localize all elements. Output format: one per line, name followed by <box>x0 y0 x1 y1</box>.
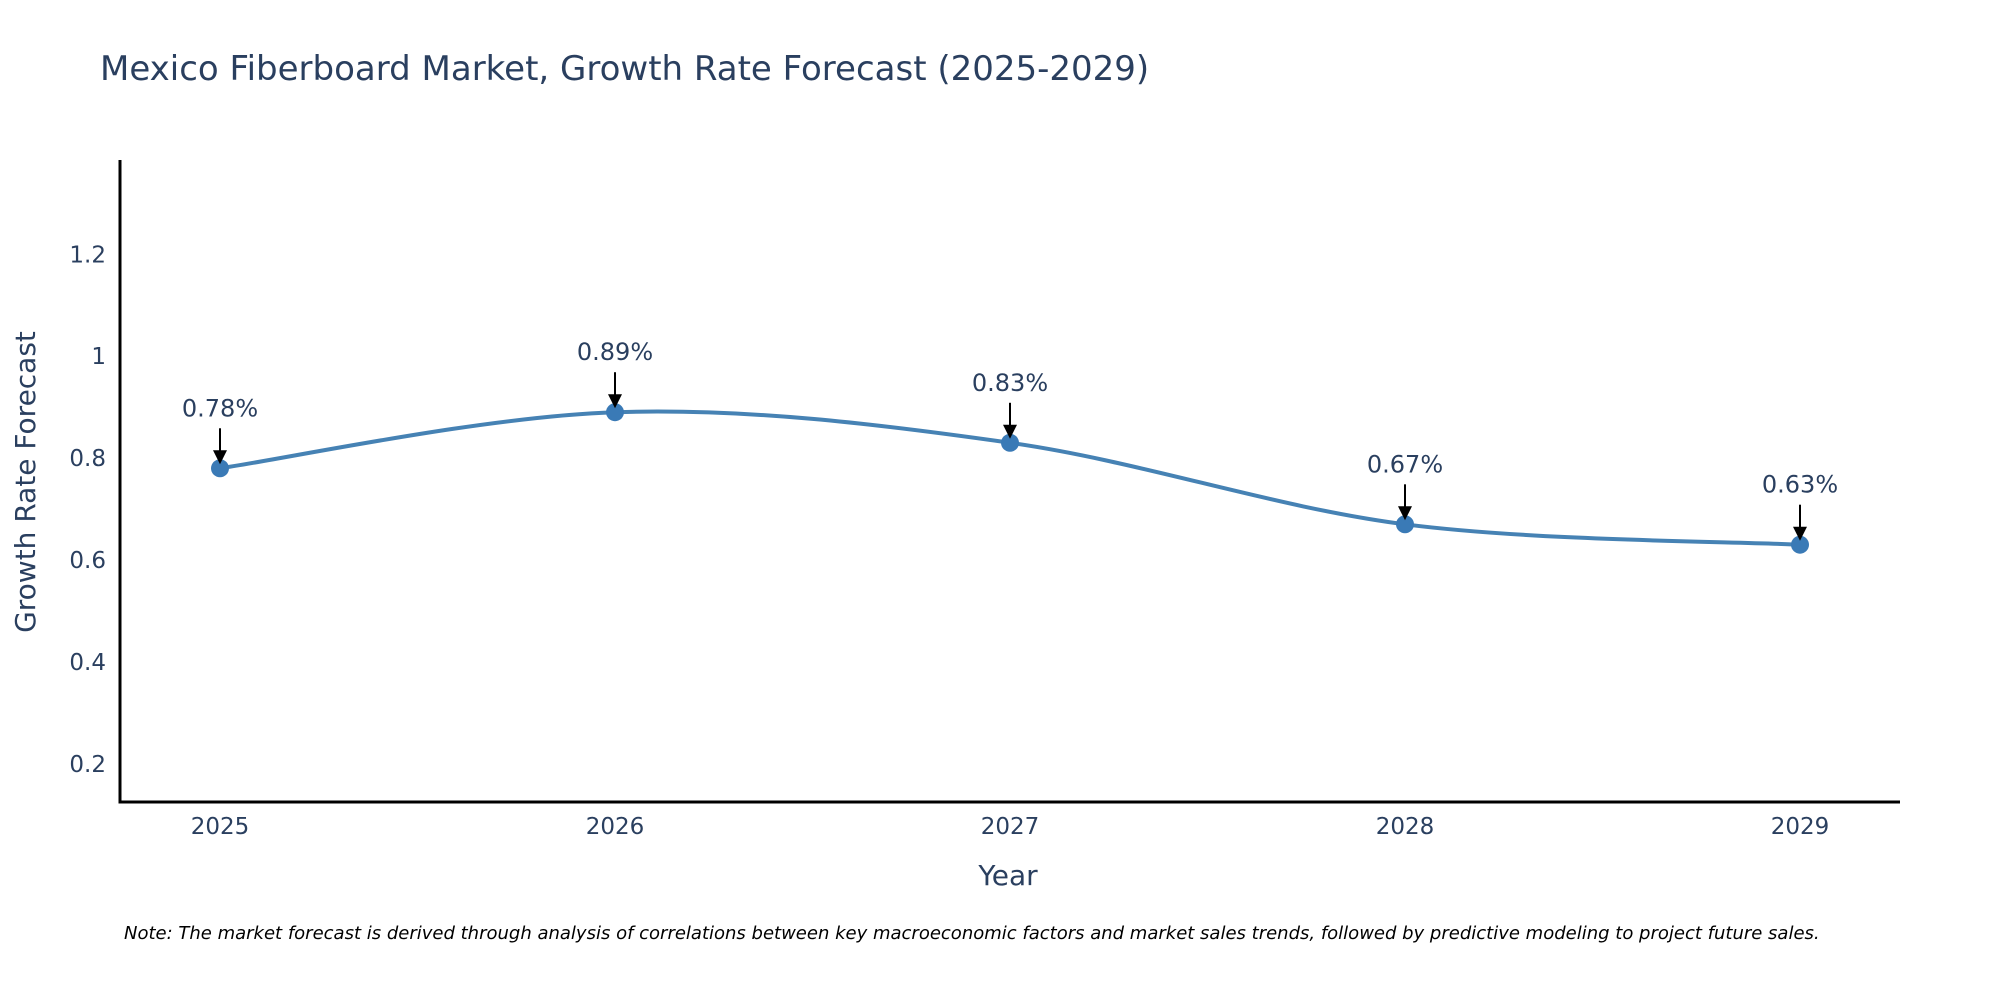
x-tick-label: 2025 <box>191 814 250 840</box>
data-point <box>211 459 229 478</box>
data-point <box>1791 535 1809 554</box>
y-tick-label: 0.4 <box>69 650 106 676</box>
annotation-arrowhead <box>1003 424 1017 439</box>
data-label: 0.83% <box>972 369 1048 397</box>
x-tick-label: 2026 <box>586 814 645 840</box>
y-tick-label: 0.8 <box>69 446 106 472</box>
x-tick-label: 2029 <box>1771 814 1830 840</box>
annotation-arrowhead <box>213 450 227 465</box>
data-label: 0.78% <box>182 394 258 422</box>
plot-area: 0.78% 0.89% 0.83% 0.67% 0.63% <box>182 338 1838 554</box>
y-tick-label: 0.2 <box>69 752 106 778</box>
chart-title: Mexico Fiberboard Market, Growth Rate Fo… <box>100 49 1149 89</box>
data-label: 0.67% <box>1367 450 1443 478</box>
y-tick-label: 1.2 <box>69 242 106 268</box>
data-label: 0.89% <box>577 338 653 366</box>
x-tick-label: 2028 <box>1376 814 1435 840</box>
x-axis-ticks: 2025 2026 2027 2028 2029 <box>191 814 1830 840</box>
data-point <box>1396 515 1414 534</box>
y-tick-label: 1 <box>91 344 106 370</box>
data-point <box>606 403 624 422</box>
data-point <box>1001 433 1019 452</box>
y-axis-ticks: 0.2 0.4 0.6 0.8 1 1.2 <box>69 242 106 778</box>
y-tick-label: 0.6 <box>69 548 106 574</box>
annotation-arrowhead <box>1793 526 1807 541</box>
x-tick-label: 2027 <box>981 814 1040 840</box>
x-axis-title: Year <box>977 859 1038 892</box>
annotation-arrowhead <box>608 394 622 409</box>
chart-note: Note: The market forecast is derived thr… <box>124 923 1820 944</box>
annotation-arrowhead <box>1398 506 1412 521</box>
data-label: 0.63% <box>1762 471 1838 499</box>
y-axis-title: Growth Rate Forecast <box>9 331 42 633</box>
